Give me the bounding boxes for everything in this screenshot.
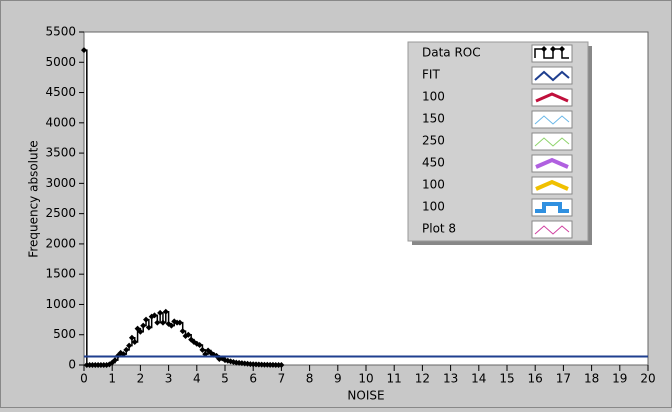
y-tick-label: 4500 (45, 85, 76, 99)
data-point (154, 319, 161, 326)
y-tick-label: 5500 (45, 25, 76, 39)
legend-label: 100 (422, 178, 445, 192)
y-tick-label: 5000 (45, 55, 76, 69)
legend-swatch-box (531, 132, 573, 151)
y-tick-label: 4000 (45, 115, 76, 129)
x-tick-label: 14 (471, 372, 486, 386)
x-tick-label: 13 (443, 372, 458, 386)
data-point (145, 324, 152, 331)
legend-swatch (535, 202, 569, 213)
legend-label: 100 (422, 200, 445, 214)
x-tick-label: 15 (499, 372, 514, 386)
y-tick-label: 3000 (45, 176, 76, 190)
legend-label: Plot 8 (422, 222, 456, 236)
legend-swatch (535, 92, 569, 103)
legend-swatch-box (531, 176, 573, 195)
data-point (196, 342, 203, 349)
x-tick-label: 8 (306, 372, 314, 386)
data-point (185, 331, 192, 338)
x-tick-label: 12 (415, 372, 430, 386)
legend-label: Data ROC (422, 46, 481, 60)
data-point (81, 47, 87, 54)
data-point (157, 309, 164, 316)
data-point (159, 319, 166, 326)
y-tick-label: 2500 (45, 206, 76, 220)
legend-swatch (535, 179, 569, 191)
x-tick-label: 19 (612, 372, 627, 386)
legend-marker (541, 46, 547, 52)
x-tick-label: 5 (221, 372, 229, 386)
data-point (128, 334, 135, 341)
data-point (126, 342, 133, 349)
data-point (168, 322, 175, 329)
x-tick-label: 16 (528, 372, 543, 386)
y-tick-label: 1500 (45, 267, 76, 281)
x-tick-label: 7 (278, 372, 286, 386)
x-tick-label: 20 (640, 372, 655, 386)
x-tick-label: 0 (80, 372, 88, 386)
data-point (143, 316, 150, 323)
x-tick-label: 9 (334, 372, 342, 386)
y-tick-label: 1000 (45, 297, 76, 311)
data-point (137, 328, 144, 335)
legend-swatch-box (531, 220, 573, 239)
data-point (176, 319, 183, 326)
x-tick-label: 11 (387, 372, 402, 386)
data-point (151, 312, 158, 319)
y-axis-label: Frequency absolute (27, 140, 41, 257)
data-point (112, 357, 119, 364)
x-tick-label: 10 (358, 372, 373, 386)
legend-swatch-box (531, 110, 573, 129)
data-point (140, 322, 147, 329)
legend-swatch-box (531, 88, 573, 107)
legend-swatch (535, 157, 569, 169)
data-point (131, 338, 138, 345)
legend-swatch (534, 137, 570, 147)
x-tick-label: 4 (193, 372, 201, 386)
data-point (179, 328, 186, 335)
data-point (123, 346, 130, 353)
legend-swatch-box (531, 154, 573, 173)
x-tick-label: 1 (108, 372, 116, 386)
legend-label: 100 (422, 90, 445, 104)
y-tick-label: 0 (68, 358, 76, 372)
data-point (278, 362, 285, 368)
x-tick-label: 6 (249, 372, 257, 386)
y-tick-label: 3500 (45, 146, 76, 160)
data-point (199, 346, 206, 353)
y-tick-label: 2000 (45, 236, 76, 250)
y-tick-label: 500 (53, 327, 76, 341)
x-tick-label: 3 (165, 372, 173, 386)
legend-marker (550, 46, 556, 52)
legend-label: 150 (422, 112, 445, 126)
legend-swatch (534, 225, 570, 235)
x-tick-label: 17 (556, 372, 571, 386)
legend-label: 250 (422, 134, 445, 148)
data-point (162, 308, 169, 315)
legend-label: FIT (422, 68, 440, 82)
x-axis-label: NOISE (347, 389, 384, 403)
legend-label: 450 (422, 156, 445, 170)
legend-swatch (534, 48, 569, 59)
legend-swatch (534, 115, 570, 125)
x-tick-label: 2 (137, 372, 145, 386)
legend-swatch-box (531, 198, 573, 217)
legend-swatch (534, 70, 570, 82)
legend-marker (559, 46, 565, 52)
x-tick-label: 18 (584, 372, 599, 386)
